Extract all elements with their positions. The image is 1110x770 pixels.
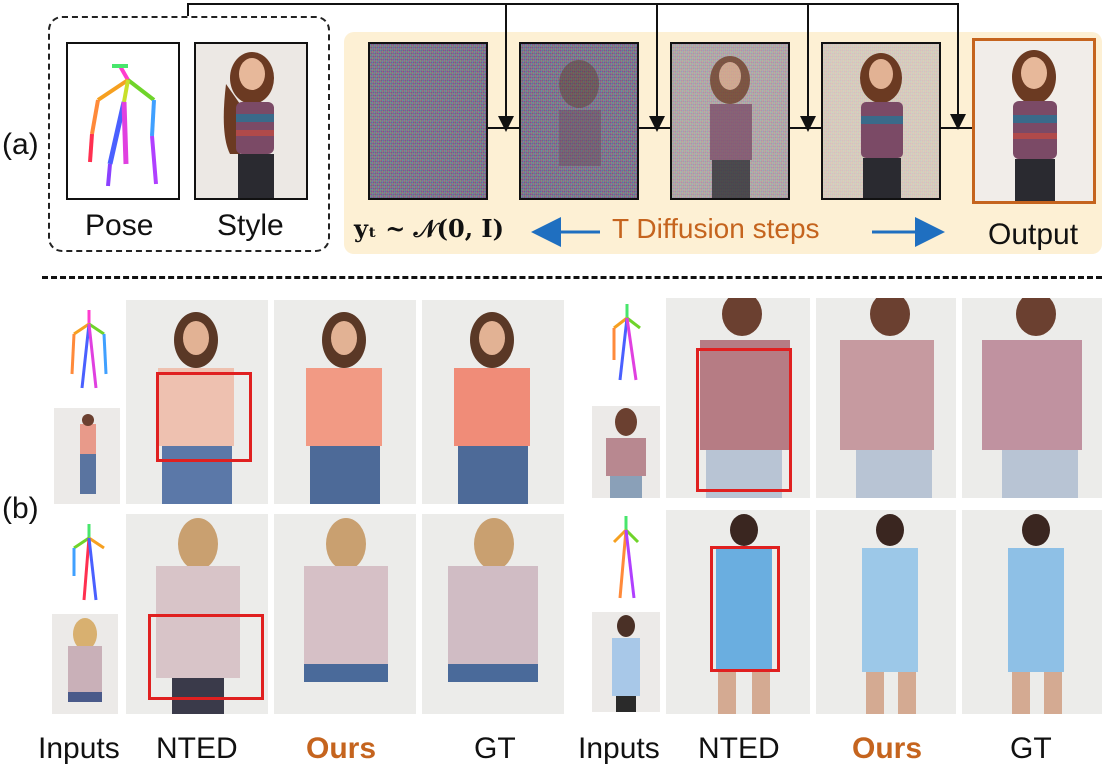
pose-skeleton-icon (70, 310, 108, 389)
noise-image-step-3 (821, 42, 941, 200)
pose-caption: Pose (85, 209, 154, 242)
highlight-box (710, 546, 780, 672)
output-caption: Output (988, 218, 1079, 251)
nted-result-photo (126, 300, 268, 504)
noise-image-yT (368, 42, 488, 200)
pose-skeleton-icon (612, 304, 641, 381)
noise-image-step-2 (670, 42, 790, 200)
pose-skeleton-icon (612, 516, 640, 599)
diffusion-arrows (187, 3, 972, 247)
gt-photo (962, 510, 1102, 714)
input-style-photo (592, 612, 660, 712)
output-image (972, 38, 1096, 204)
caption-inputs: Inputs (38, 732, 120, 765)
pose-skeleton-icon (72, 524, 105, 601)
input-style-photo (52, 614, 118, 714)
gt-photo (422, 300, 564, 504)
gt-photo (422, 514, 564, 714)
caption-nted: NTED (156, 732, 238, 765)
section-divider (42, 276, 1102, 279)
nted-result-photo (666, 510, 810, 714)
nted-result-photo (666, 298, 810, 498)
ours-result-photo (274, 300, 416, 504)
gt-photo (962, 298, 1102, 498)
highlight-box (148, 614, 264, 700)
ours-result-photo (816, 298, 956, 498)
caption-gt: GT (1010, 732, 1052, 765)
panel-b-label: (b) (2, 492, 39, 525)
style-caption: Style (217, 209, 284, 242)
highlight-box (696, 348, 792, 492)
ours-result-photo (816, 510, 956, 714)
diffusion-steps-label: T Diffusion steps (612, 213, 820, 244)
input-style-photo (54, 408, 120, 504)
caption-gt: GT (474, 732, 516, 765)
caption-ours: Ours (852, 732, 923, 765)
ours-result-photo (274, 514, 416, 714)
caption-nted: NTED (698, 732, 780, 765)
noise-image-step-1 (519, 42, 639, 200)
panel-a-label: (a) (2, 128, 39, 161)
caption-ours: Ours (306, 732, 377, 765)
caption-inputs: Inputs (578, 732, 660, 765)
input-style-photo (592, 406, 660, 498)
inputs-dashed-box (48, 16, 330, 252)
pose-image (66, 42, 180, 200)
highlight-box (156, 372, 252, 462)
pose-skeleton-icon (88, 64, 158, 187)
style-image (194, 42, 308, 200)
noise-formula: yₜ ~ 𝒩(0, I) (354, 214, 504, 243)
